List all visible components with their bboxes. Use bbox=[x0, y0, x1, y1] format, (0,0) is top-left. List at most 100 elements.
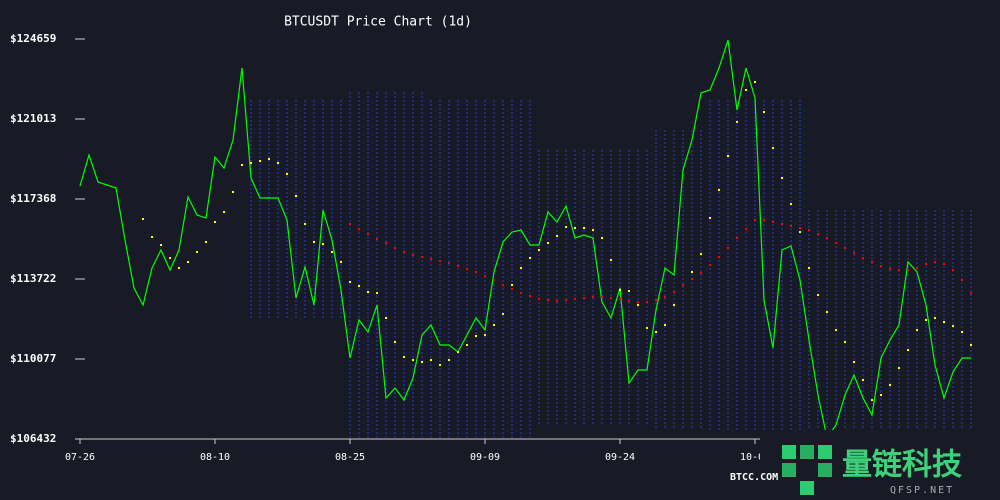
ma-dot bbox=[871, 399, 873, 402]
ma-dot bbox=[160, 244, 162, 247]
ma-dot bbox=[682, 284, 684, 287]
ma-dot bbox=[268, 157, 270, 160]
y-tick-label: $110077 bbox=[10, 352, 56, 365]
ma-dot bbox=[385, 242, 387, 245]
ma-dot bbox=[385, 317, 387, 320]
ma-dot bbox=[898, 269, 900, 272]
ma-dot bbox=[889, 268, 891, 271]
ma-dot bbox=[637, 304, 639, 307]
ma-dot bbox=[745, 228, 747, 231]
ma-dot bbox=[232, 191, 234, 194]
ma-dot bbox=[700, 253, 702, 256]
ma-dot bbox=[637, 301, 639, 304]
ma-dot bbox=[367, 291, 369, 294]
ma-dot bbox=[205, 241, 207, 244]
ma-dot bbox=[547, 299, 549, 302]
ma-dot bbox=[817, 294, 819, 297]
ma-dot bbox=[502, 313, 504, 316]
y-tick-label: $106432 bbox=[10, 432, 56, 445]
ma-dot bbox=[952, 325, 954, 328]
logo-block bbox=[782, 445, 796, 459]
ma-dot bbox=[799, 227, 801, 230]
ma-dot bbox=[412, 254, 414, 257]
ma-dot bbox=[646, 327, 648, 330]
ma-dot bbox=[772, 147, 774, 150]
x-tick-label: 07-26 bbox=[65, 452, 95, 463]
ma-dot bbox=[799, 231, 801, 234]
watermark: 量链科技 QFSP.NET bbox=[760, 430, 1000, 500]
ma-dot bbox=[574, 227, 576, 230]
logo-block bbox=[800, 481, 814, 495]
ma-dot bbox=[934, 317, 936, 320]
ma-dot bbox=[430, 258, 432, 261]
ma-dot bbox=[907, 269, 909, 272]
ma-dot bbox=[493, 279, 495, 282]
ma-dot bbox=[763, 111, 765, 114]
ma-dot bbox=[394, 247, 396, 250]
ma-dot bbox=[808, 267, 810, 270]
ma-dot bbox=[565, 226, 567, 229]
ma-dot bbox=[376, 238, 378, 241]
ma-dot bbox=[223, 211, 225, 214]
logo-block bbox=[818, 445, 832, 459]
ma-dot bbox=[961, 331, 963, 334]
ma-dot bbox=[781, 223, 783, 226]
y-tick-label: $121013 bbox=[10, 112, 56, 125]
ma-dot bbox=[304, 223, 306, 226]
ma-dot bbox=[538, 249, 540, 252]
ma-dot bbox=[655, 331, 657, 334]
ma-dot bbox=[655, 299, 657, 302]
ma-dot bbox=[187, 261, 189, 264]
ma-dot bbox=[970, 292, 972, 295]
ma-dot bbox=[673, 291, 675, 294]
ma-dot bbox=[556, 235, 558, 238]
ma-dot bbox=[628, 290, 630, 293]
ma-dot bbox=[790, 225, 792, 228]
ma-dot bbox=[484, 334, 486, 337]
ma-dot bbox=[376, 292, 378, 295]
ma-dot bbox=[529, 295, 531, 298]
ma-dot bbox=[502, 284, 504, 287]
chart-title: BTCUSDT Price Chart (1d) bbox=[284, 15, 472, 30]
ma-dot bbox=[943, 321, 945, 324]
ma-dot bbox=[511, 284, 513, 287]
ma-dot bbox=[862, 379, 864, 382]
ma-dot bbox=[448, 262, 450, 265]
ma-dot bbox=[439, 260, 441, 263]
ma-dot bbox=[664, 324, 666, 327]
ma-dot bbox=[691, 278, 693, 281]
ma-dot bbox=[727, 247, 729, 250]
ma-dot bbox=[466, 344, 468, 347]
ma-dot bbox=[583, 227, 585, 230]
ma-dot bbox=[835, 329, 837, 332]
y-tick-label: $124659 bbox=[10, 32, 56, 45]
ma-dot bbox=[349, 223, 351, 226]
ma-dot bbox=[925, 263, 927, 266]
ma-dot bbox=[664, 296, 666, 299]
ma-dot bbox=[313, 241, 315, 244]
ma-dot bbox=[610, 297, 612, 300]
ma-dot bbox=[709, 264, 711, 267]
x-tick-label: 10-09 bbox=[740, 452, 770, 463]
ma-dot bbox=[196, 251, 198, 254]
ma-dot bbox=[889, 384, 891, 387]
ma-dot bbox=[592, 296, 594, 299]
ma-dot bbox=[322, 243, 324, 246]
ma-dot bbox=[844, 247, 846, 250]
ma-dot bbox=[880, 265, 882, 268]
logo-block bbox=[782, 463, 796, 477]
ma-dot bbox=[826, 311, 828, 314]
watermark-site: QFSP.NET bbox=[890, 485, 954, 496]
ma-dot bbox=[493, 324, 495, 327]
ma-dot bbox=[178, 267, 180, 270]
ma-dot bbox=[520, 267, 522, 270]
ma-dot bbox=[295, 194, 297, 197]
ma-dot bbox=[754, 81, 756, 84]
ma-dot bbox=[943, 263, 945, 266]
ma-dot bbox=[619, 289, 621, 292]
ma-dot bbox=[709, 217, 711, 220]
ma-dot bbox=[475, 271, 477, 274]
ma-dot bbox=[466, 268, 468, 271]
